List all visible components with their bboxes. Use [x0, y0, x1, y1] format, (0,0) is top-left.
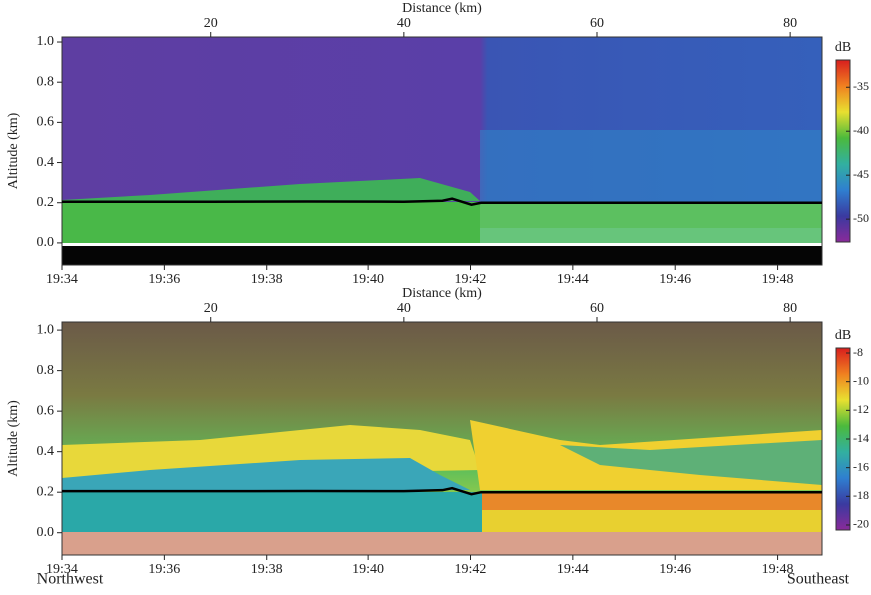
x-tick-label: 80: [783, 301, 797, 316]
x-tick-label: 40: [397, 301, 411, 316]
time-tick-label: 19:34: [46, 272, 78, 287]
colorbar-tick-label: -16: [853, 459, 869, 473]
heatmap-1: [62, 37, 822, 265]
y-tick-label: 1.0: [37, 34, 55, 49]
footer-right: Southeast: [787, 571, 850, 588]
x-tick-label: 20: [204, 16, 218, 31]
y-tick-label: 0.4: [37, 444, 55, 459]
x-tick-label: 80: [783, 16, 797, 31]
time-tick-label: 19:48: [762, 562, 794, 577]
footer-left: Northwest: [37, 571, 104, 588]
time-tick-label: 19:36: [148, 272, 180, 287]
y-tick-label: 0.2: [37, 195, 55, 210]
x-tick-label: 60: [590, 301, 604, 316]
colorbar-label: dB: [835, 328, 851, 343]
colorbar-tick-label: -12: [853, 402, 869, 416]
y-axis-label: Altitude (km): [6, 112, 21, 189]
x-axis-label: Distance (km): [402, 286, 482, 301]
time-tick-label: 19:38: [251, 272, 283, 287]
time-tick-label: 19:46: [659, 272, 691, 287]
plot-frame: [61, 321, 823, 556]
colorbar-tick-label: -20: [853, 517, 869, 531]
colorbar: [835, 59, 851, 243]
time-tick-label: 19:38: [251, 562, 283, 577]
time-tick-label: 19:48: [762, 272, 794, 287]
surface-line: [62, 197, 822, 207]
colorbar-tick-label: -10: [853, 373, 869, 387]
time-tick-label: 19:40: [352, 562, 384, 577]
plot-frame: [61, 36, 823, 266]
colorbar-tick-label: -50: [853, 211, 869, 225]
y-tick-label: 0.6: [37, 403, 55, 418]
colorbar-tick-label: -8: [853, 345, 863, 359]
time-tick-label: 19:42: [455, 562, 487, 577]
heatmap-2: [62, 322, 822, 555]
x-tick-label: 20: [204, 301, 218, 316]
time-tick-label: 19:40: [352, 272, 384, 287]
x-tick-label: 40: [397, 16, 411, 31]
colorbar-tick-label: -45: [853, 167, 869, 181]
surface-line: [62, 486, 822, 496]
y-axis-label: Altitude (km): [6, 400, 21, 477]
y-tick-label: 0.8: [37, 363, 55, 378]
y-tick-label: 1.0: [37, 322, 55, 337]
x-axis-label: Distance (km): [402, 1, 482, 16]
time-tick-label: 19:46: [659, 562, 691, 577]
time-tick-label: 19:42: [455, 272, 487, 287]
colorbar-label: dB: [835, 40, 851, 55]
y-tick-label: 0.2: [37, 484, 55, 499]
x-tick-label: 60: [590, 16, 604, 31]
colorbar-tick-label: -14: [853, 431, 869, 445]
colorbar-tick-label: -40: [853, 123, 869, 137]
colorbar-tick-label: -18: [853, 488, 869, 502]
time-tick-label: 19:44: [557, 272, 589, 287]
y-tick-label: 0.8: [37, 74, 55, 89]
y-tick-label: 0.6: [37, 115, 55, 130]
y-tick-label: 0.0: [37, 525, 55, 540]
time-tick-label: 19:34: [46, 562, 78, 577]
y-tick-label: 0.4: [37, 155, 55, 170]
colorbar-tick-label: -35: [853, 79, 869, 93]
time-tick-label: 19:36: [148, 562, 180, 577]
time-tick-label: 19:44: [557, 562, 589, 577]
y-tick-label: 0.0: [37, 235, 55, 250]
